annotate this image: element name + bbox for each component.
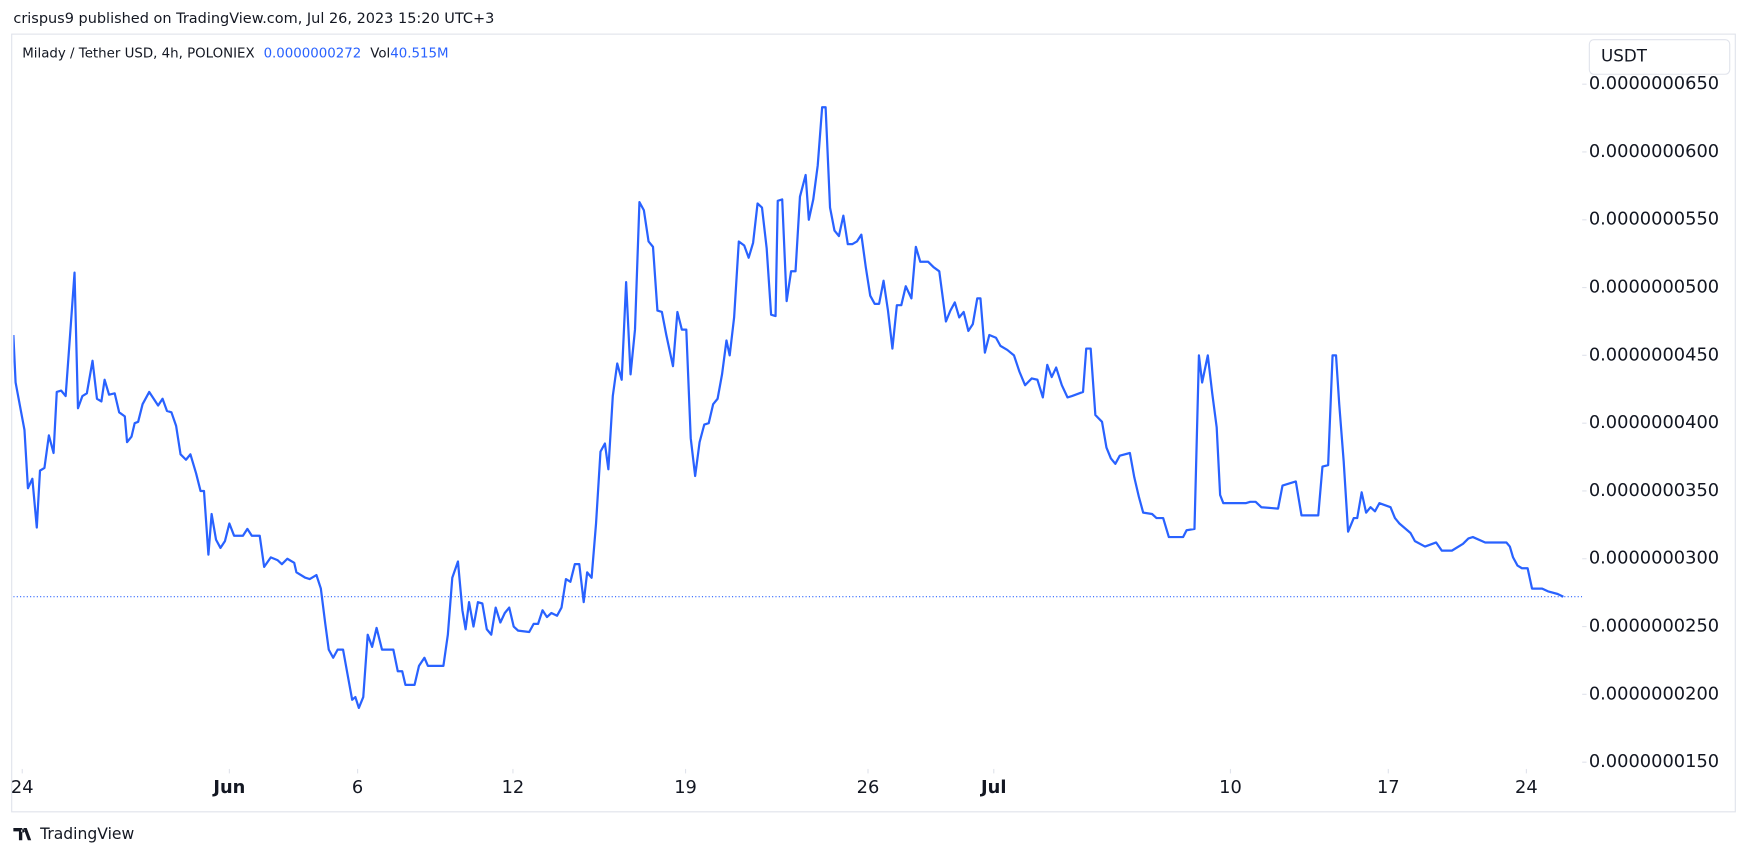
x-tick-label: 24: [11, 777, 34, 798]
y-tick-label: 0.0000000400: [1589, 412, 1719, 433]
y-tick-label: 0.0000000650: [1589, 73, 1719, 94]
y-tick-label: 0.0000000150: [1589, 751, 1719, 772]
y-axis: 0.0000000150 0.0000000200 0.0000000250 0.00…: [1582, 73, 1719, 772]
y-tick-label: 0.0000000300: [1589, 548, 1719, 569]
chart-frame: [11, 33, 1736, 813]
y-tick-label: 0.0000000350: [1589, 480, 1719, 501]
x-tick-label: 24: [1515, 777, 1538, 798]
price-line: [13, 106, 1564, 710]
x-tick-label: 26: [857, 777, 880, 798]
symbol: Milady / Tether USD, 4h, POLONIEX: [22, 47, 254, 62]
y-tick-label: 0.0000000250: [1589, 616, 1719, 637]
x-tick-label: Jul: [980, 777, 1006, 798]
y-tick-label: 0.0000000200: [1589, 683, 1719, 704]
currency[interactable]: USDT: [1601, 45, 1648, 65]
x-tick-label: Jun: [212, 777, 245, 798]
published-note: crispus9 published on TradingView.com, J…: [13, 11, 494, 27]
x-tick-label: 10: [1219, 777, 1242, 798]
x-axis: 24 Jun 6 12 19 26 Jul 10 17 24: [11, 768, 1538, 798]
x-tick-label: 19: [674, 777, 697, 798]
volume-label: Vol: [370, 47, 390, 62]
footer-logo: TradingView: [13, 825, 134, 843]
currency-button[interactable]: [1588, 39, 1731, 75]
x-tick-label: 12: [502, 777, 525, 798]
y-tick-label: 0.0000000500: [1589, 277, 1719, 298]
x-tick-label: 17: [1377, 777, 1400, 798]
plot-area: [13, 106, 1583, 710]
x-tick-label: 6: [352, 777, 363, 798]
y-tick-label: 0.0000000450: [1589, 344, 1719, 365]
y-tick-label: 0.0000000600: [1589, 141, 1719, 162]
y-tick-label: 0.0000000550: [1589, 209, 1719, 230]
footer-brand: TradingView: [39, 825, 134, 843]
legend: Milady / Tether USD, 4h, POLONIEX 0.00000…: [22, 47, 448, 62]
volume: 40.515M: [390, 47, 448, 62]
logo-icon: [13, 827, 32, 841]
last-price: 0.0000000272: [264, 47, 362, 62]
